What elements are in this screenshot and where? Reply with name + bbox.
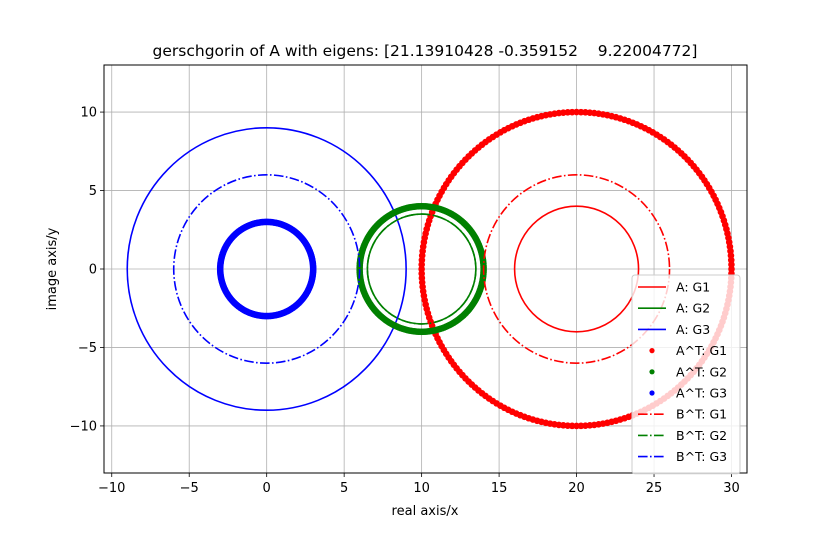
chart-title: gerschgorin of A with eigens: [21.139104… [153,42,698,60]
x-tick-label: 30 [723,481,740,496]
legend-box [631,274,741,475]
y-tick-label: 0 [89,263,97,278]
plot-area [126,108,735,430]
axis-ticks: −10 −5 0 5 10 15 20 25 30 −10 −5 0 5 10 [70,106,740,496]
series-b-t-g3 [172,174,361,364]
series-b-t-g2 [366,213,477,325]
legend-label: B^T: G2 [676,428,727,443]
y-axis-label: image axis/y [45,227,60,310]
series-b-t-g1 [482,174,671,364]
legend-handle [649,390,655,396]
legend-handle [649,348,655,354]
legend-label: A: G1 [676,280,710,295]
legend: A: G1 A: G2 A: G3 A^T: G1 A^T: G2 A^T: G3 B^T:… [631,274,741,475]
x-tick-label: −5 [180,481,199,496]
y-tick-label: −10 [70,419,97,434]
legend-label: A^T: G3 [676,386,727,401]
x-tick-label: 25 [646,481,663,496]
legend-label: A: G2 [676,301,710,316]
series-a-g3 [126,126,407,412]
legend-label: B^T: G3 [676,449,727,464]
data-point [728,261,735,268]
x-tick-label: 20 [568,481,585,496]
series-a-g1 [513,205,640,333]
x-tick-label: 0 [263,481,271,496]
series-a-t-g2 [356,202,487,336]
x-tick-label: −10 [98,481,125,496]
y-tick-label: 5 [89,184,97,199]
legend-label: A^T: G1 [676,343,727,358]
x-tick-label: 5 [340,481,348,496]
data-point [309,264,317,271]
legend-label: B^T: G1 [676,407,727,422]
series-a-t-g3 [216,218,317,320]
legend-label: A: G3 [676,322,710,337]
x-axis-label: real axis/x [392,504,459,519]
legend-label: A^T: G2 [676,364,727,379]
y-tick-label: 10 [80,106,97,121]
y-tick-label: −5 [78,341,97,356]
legend-handle [649,369,655,375]
x-tick-label: 10 [413,481,430,496]
x-tick-label: 15 [491,481,508,496]
